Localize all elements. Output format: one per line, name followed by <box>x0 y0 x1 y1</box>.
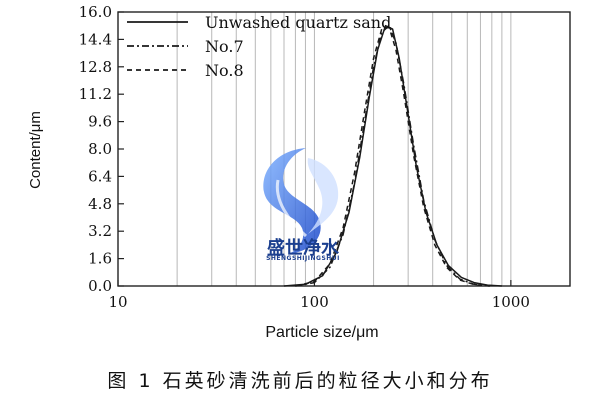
figure-caption: 图 1 石英砂清洗前后的粒径大小和分布 <box>107 370 493 392</box>
legend-label: Unwashed quartz sand <box>205 13 391 32</box>
y-tick-label: 4.8 <box>88 195 112 213</box>
y-axis-label: Content/μm <box>27 111 44 189</box>
y-tick-label: 0.0 <box>88 277 112 295</box>
series-line-2 <box>295 24 490 287</box>
series-line-3 <box>295 26 490 287</box>
y-tick-label: 16.0 <box>79 3 112 21</box>
x-tick-label: 1000 <box>492 293 530 311</box>
watermark-subname: SHENGSHIJINGSHUI <box>266 255 340 262</box>
y-tick-label: 3.2 <box>88 222 112 240</box>
x-axis-ticks: 10 100 1000 <box>108 280 530 311</box>
legend: Unwashed quartz sand No.7 No.8 <box>127 13 391 80</box>
y-tick-label: 8.0 <box>88 140 112 158</box>
series-lines <box>283 24 502 287</box>
y-tick-label: 6.4 <box>88 167 112 185</box>
line-chart: 10 100 1000 0.0 1.6 3.2 4.8 6.4 8.0 9.6 11.2 12.8 1… <box>27 3 571 341</box>
legend-label: No.8 <box>205 61 244 80</box>
y-tick-label: 1.6 <box>88 250 112 268</box>
y-tick-label: 12.8 <box>79 58 112 76</box>
legend-label: No.7 <box>205 37 244 56</box>
x-tick-label: 10 <box>108 293 127 311</box>
y-axis-ticks: 0.0 1.6 3.2 4.8 6.4 8.0 9.6 11.2 12.8 14.4 16.0 <box>79 3 124 295</box>
x-tick-label: 100 <box>300 293 329 311</box>
watermark-logo-icon <box>263 148 339 254</box>
watermark-name: 盛世净水 <box>267 238 339 259</box>
y-tick-label: 11.2 <box>79 85 112 103</box>
y-tick-label: 9.6 <box>88 113 112 131</box>
x-axis-label: Particle size/μm <box>265 324 378 341</box>
y-tick-label: 14.4 <box>79 30 112 48</box>
gridlines <box>176 12 512 286</box>
